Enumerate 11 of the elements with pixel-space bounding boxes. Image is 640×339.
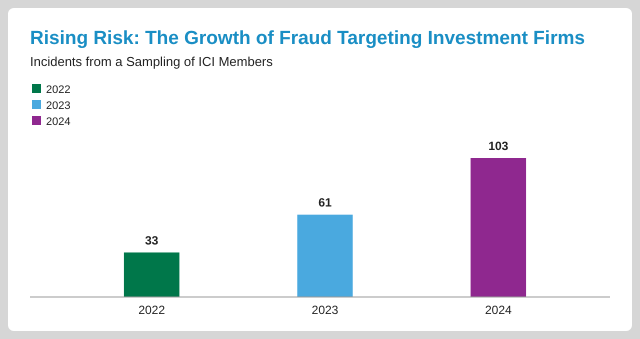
x-tick-label: 2022 bbox=[138, 303, 166, 317]
data-label: 103 bbox=[488, 139, 509, 153]
legend-label: 2024 bbox=[46, 116, 70, 128]
data-label: 33 bbox=[144, 233, 159, 248]
chart-subtitle: Incidents from a Sampling of ICI Members bbox=[30, 54, 274, 69]
legend-label: 2023 bbox=[46, 100, 70, 112]
x-tick-label: 2024 bbox=[484, 303, 512, 317]
x-tick-label: 2023 bbox=[312, 303, 339, 317]
legend-label: 2022 bbox=[46, 84, 70, 96]
chart-title: Rising Risk: The Growth of Fraud Targeting Investment Firms bbox=[30, 28, 585, 49]
data-label: 61 bbox=[318, 196, 332, 210]
